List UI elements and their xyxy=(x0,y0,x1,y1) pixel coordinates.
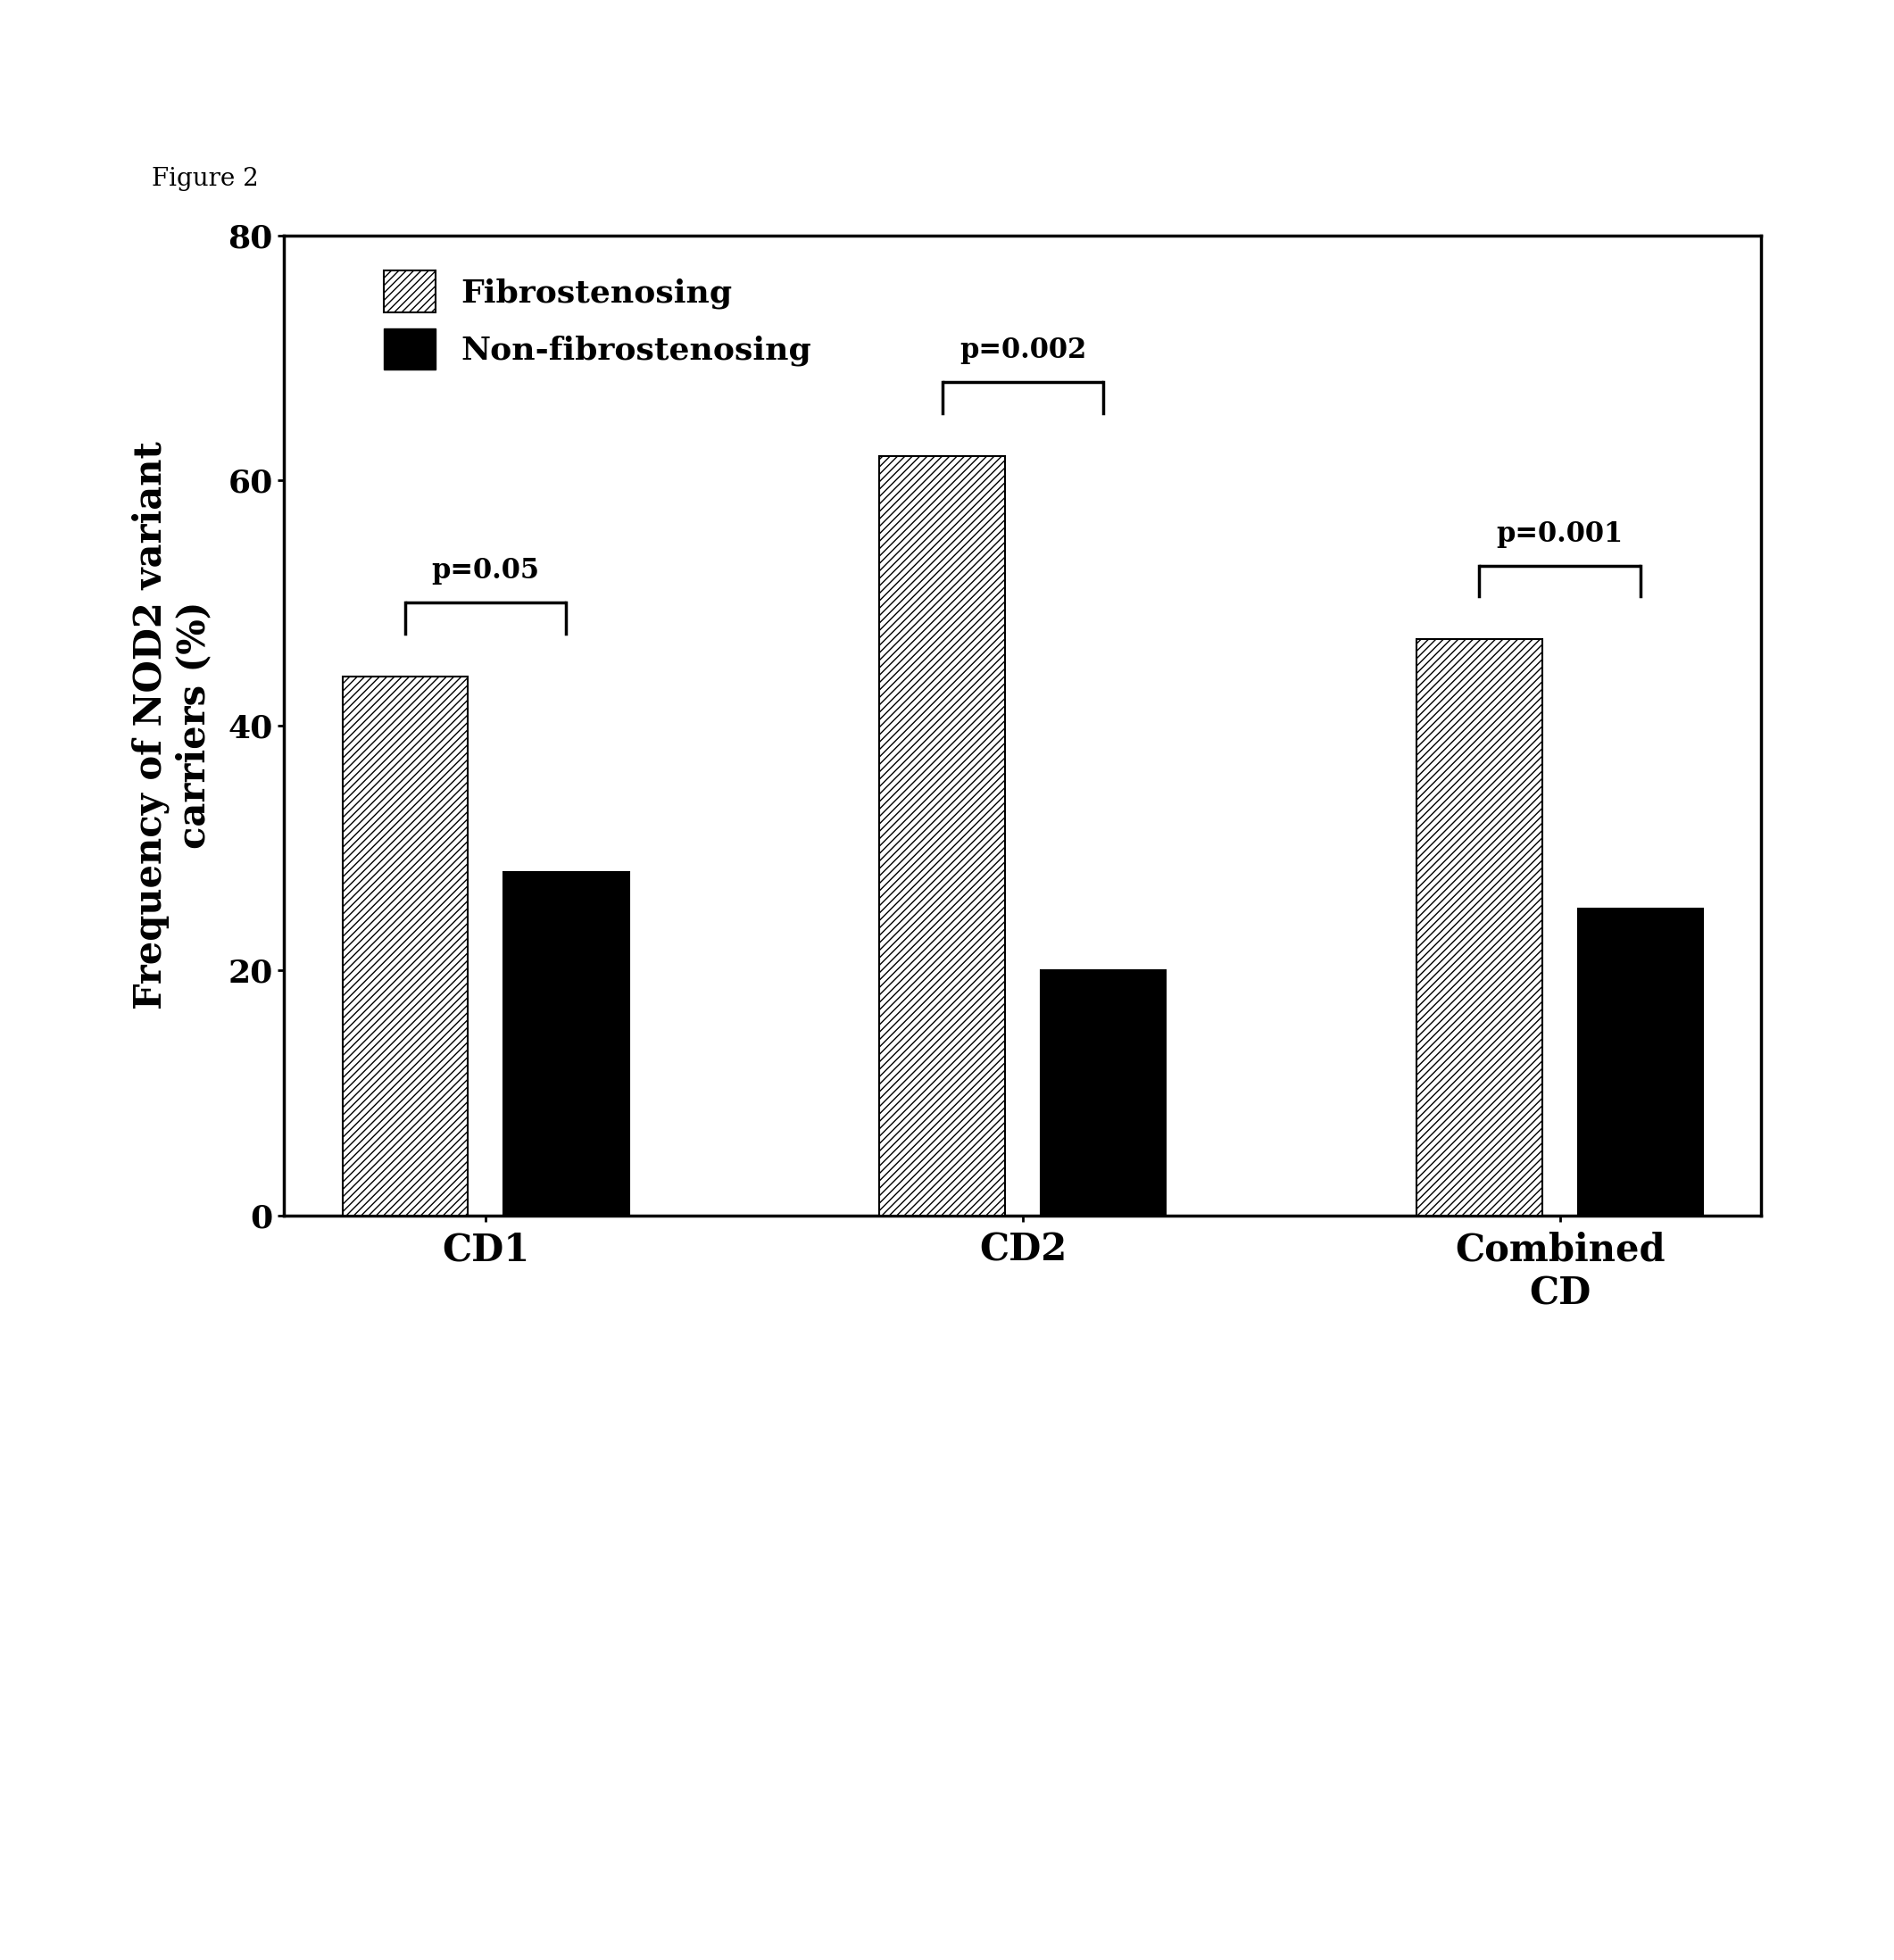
Text: p=0.002: p=0.002 xyxy=(958,337,1087,365)
Bar xyxy=(1040,970,1167,1215)
Text: p=0.05: p=0.05 xyxy=(432,557,540,584)
Text: Figure 2: Figure 2 xyxy=(152,167,258,190)
Bar xyxy=(504,872,629,1215)
Bar xyxy=(343,676,468,1215)
Bar xyxy=(1417,639,1542,1215)
Legend: Fibrostenosing, Non-fibrostenosing: Fibrostenosing, Non-fibrostenosing xyxy=(375,261,822,380)
Bar xyxy=(1578,909,1703,1215)
Bar xyxy=(879,455,1006,1215)
Text: p=0.001: p=0.001 xyxy=(1496,519,1623,547)
Y-axis label: Frequency of NOD2 variant
carriers (%): Frequency of NOD2 variant carriers (%) xyxy=(133,441,214,1009)
